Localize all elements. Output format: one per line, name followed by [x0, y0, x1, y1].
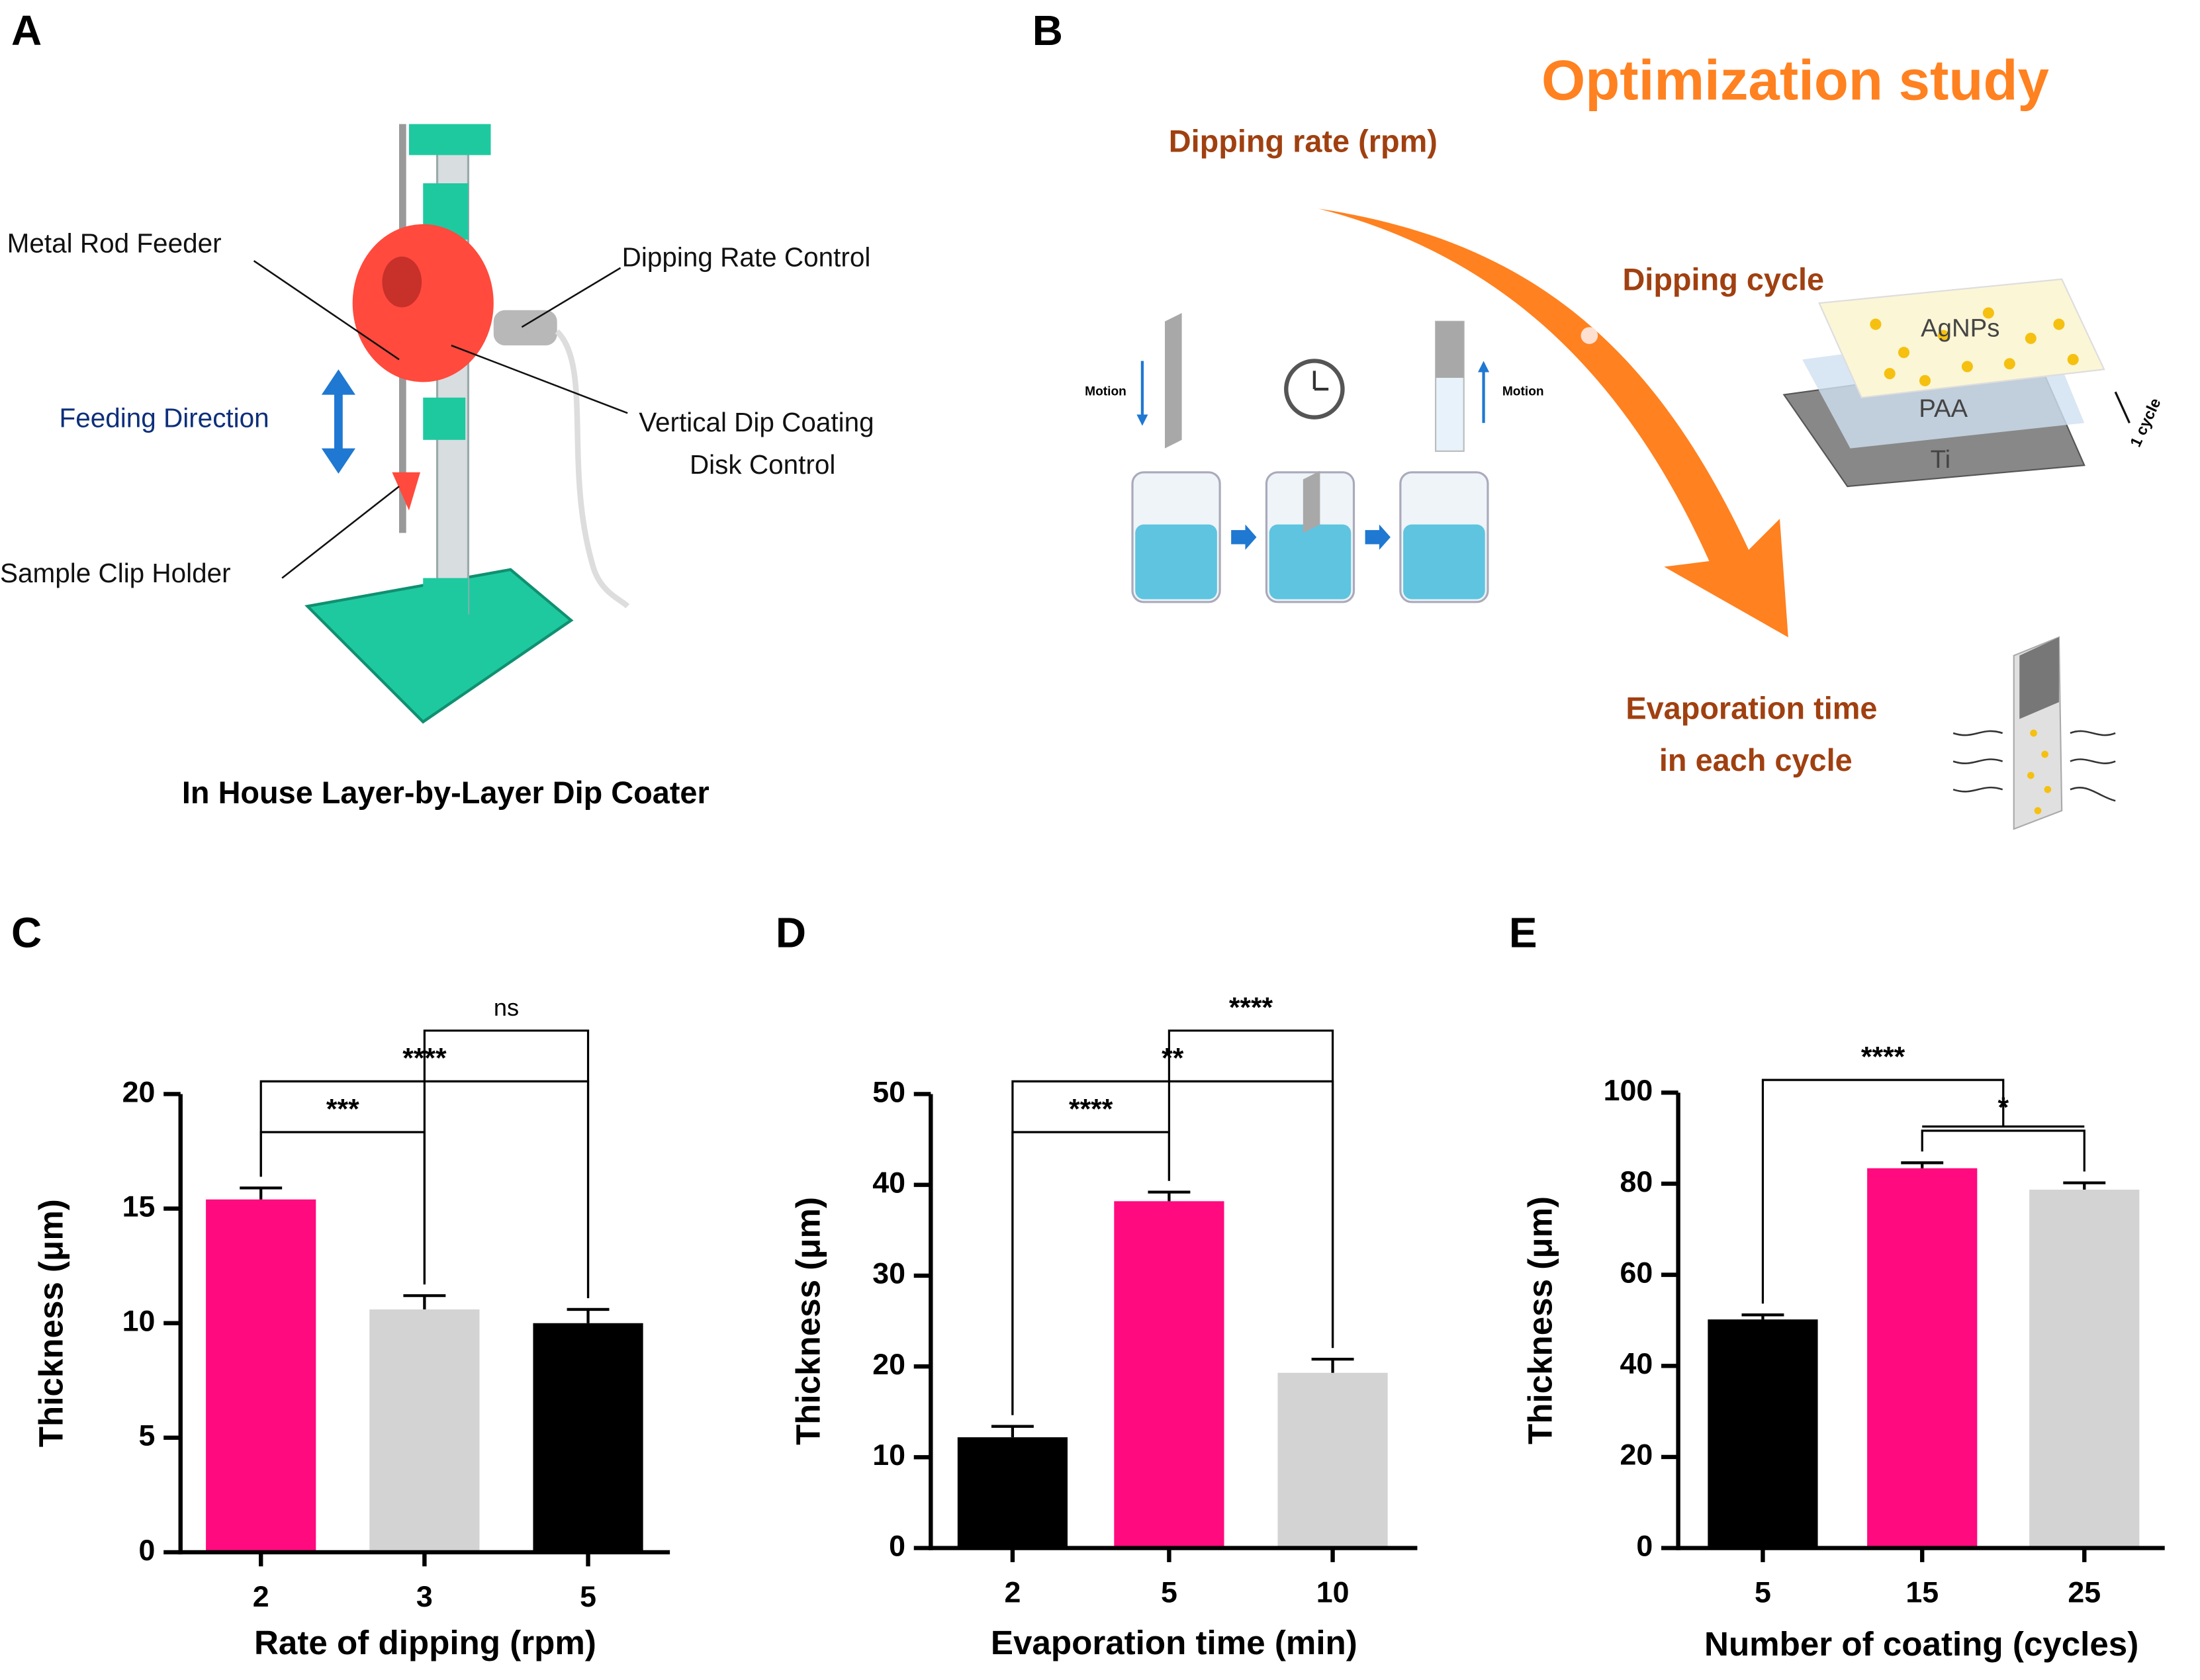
x-tick-label: 10	[1316, 1576, 1350, 1609]
y-tick-label: 40	[1620, 1347, 1653, 1380]
annotation: Motion	[1502, 384, 1544, 398]
x-tick-label: 2	[253, 1580, 269, 1613]
error-bar	[1901, 1161, 1944, 1169]
optimization-diagram	[1131, 208, 2131, 830]
significance-bracket	[423, 1029, 590, 1298]
y-axis-label: Thickness (μm)	[32, 1199, 69, 1447]
x-axis-label: Number of coating (cycles)	[1704, 1625, 2138, 1663]
significance-bracket	[1761, 1079, 2005, 1304]
annotation: Ti	[1931, 445, 1951, 474]
panel-label: D	[776, 909, 806, 957]
error-bar	[2063, 1181, 2106, 1190]
x-tick-label: 5	[1755, 1576, 1771, 1609]
bar	[533, 1323, 643, 1552]
annotation: Dipping Rate Control	[622, 242, 871, 273]
panel-label: E	[1509, 909, 1537, 957]
bar	[1114, 1201, 1224, 1548]
annotation: Vertical Dip Coating	[639, 407, 874, 437]
bar	[1708, 1319, 1818, 1548]
y-axis-label: Thickness (μm)	[790, 1197, 827, 1445]
y-tick-label: 60	[1620, 1256, 1653, 1289]
annotation: Feeding Direction	[60, 403, 269, 433]
x-tick-label: 3	[416, 1580, 433, 1613]
y-tick-label: 20	[122, 1075, 156, 1108]
annotation: Evaporation time	[1626, 691, 1877, 725]
error-bar	[1741, 1313, 1784, 1320]
significance-bracket	[1168, 1029, 1334, 1348]
error-bar	[403, 1294, 446, 1309]
panel-label: B	[1032, 7, 1063, 54]
annotation: AgNPs	[1921, 314, 1999, 343]
y-tick-label: 10	[872, 1438, 905, 1472]
y-tick-label: 30	[872, 1257, 905, 1290]
y-tick-label: 20	[872, 1348, 905, 1381]
annotation: Motion	[1085, 384, 1126, 398]
significance-label: **	[1162, 1043, 1184, 1075]
x-tick-label: 2	[1004, 1576, 1021, 1609]
bar	[1867, 1168, 1978, 1548]
error-bar	[240, 1186, 283, 1200]
x-axis-label: Rate of dipping (rpm)	[254, 1624, 596, 1661]
significance-label: ***	[326, 1093, 359, 1125]
significance-label: ****	[1861, 1041, 1905, 1073]
bar	[369, 1309, 480, 1552]
dip-coater-illustration	[253, 124, 630, 724]
annotation: Dipping cycle	[1622, 263, 1824, 297]
annotation: PAA	[1919, 394, 1968, 423]
annotation: in each cycle	[1659, 743, 1853, 777]
y-tick-label: 15	[122, 1190, 156, 1223]
x-tick-label: 5	[580, 1580, 596, 1613]
error-bar	[991, 1425, 1034, 1438]
significance-bracket	[1921, 1129, 2085, 1172]
y-tick-label: 5	[139, 1419, 156, 1452]
y-tick-label: 0	[1636, 1529, 1653, 1562]
y-tick-label: 0	[139, 1534, 156, 1567]
bar	[1277, 1372, 1388, 1548]
annotation: 1 cycle	[2127, 396, 2164, 450]
x-tick-label: 25	[2068, 1576, 2101, 1609]
y-tick-label: 40	[872, 1166, 905, 1199]
error-bar	[567, 1307, 610, 1323]
annotation: Disk Control	[690, 449, 835, 480]
error-bar	[1311, 1358, 1354, 1373]
x-axis-label: Evaporation time (min)	[991, 1624, 1357, 1661]
bar	[2029, 1189, 2140, 1548]
y-axis-label: Thickness (μm)	[1522, 1196, 1559, 1444]
x-tick-label: 5	[1161, 1576, 1177, 1609]
y-tick-label: 80	[1620, 1165, 1653, 1198]
panel-label: C	[11, 909, 42, 957]
y-tick-label: 20	[1620, 1438, 1653, 1472]
annotation: Metal Rod Feeder	[7, 228, 222, 258]
y-tick-label: 10	[122, 1305, 156, 1338]
diagram-title: Optimization study	[1541, 49, 2049, 112]
significance-label: ****	[1229, 992, 1273, 1024]
bar	[206, 1199, 316, 1552]
panel-label: A	[11, 7, 42, 54]
y-tick-label: 0	[889, 1529, 905, 1562]
bar	[957, 1437, 1068, 1548]
annotation: Sample Clip Holder	[0, 558, 231, 588]
annotation: Dipping rate (rpm)	[1169, 124, 1438, 159]
x-tick-label: 15	[1905, 1576, 1939, 1609]
y-tick-label: 100	[1604, 1074, 1653, 1107]
significance-label: ****	[1069, 1093, 1113, 1125]
panel-title: In House Layer-by-Layer Dip Coater	[182, 775, 710, 810]
significance-label: ns	[494, 994, 519, 1021]
y-tick-label: 50	[872, 1075, 905, 1108]
error-bar	[1148, 1190, 1191, 1202]
